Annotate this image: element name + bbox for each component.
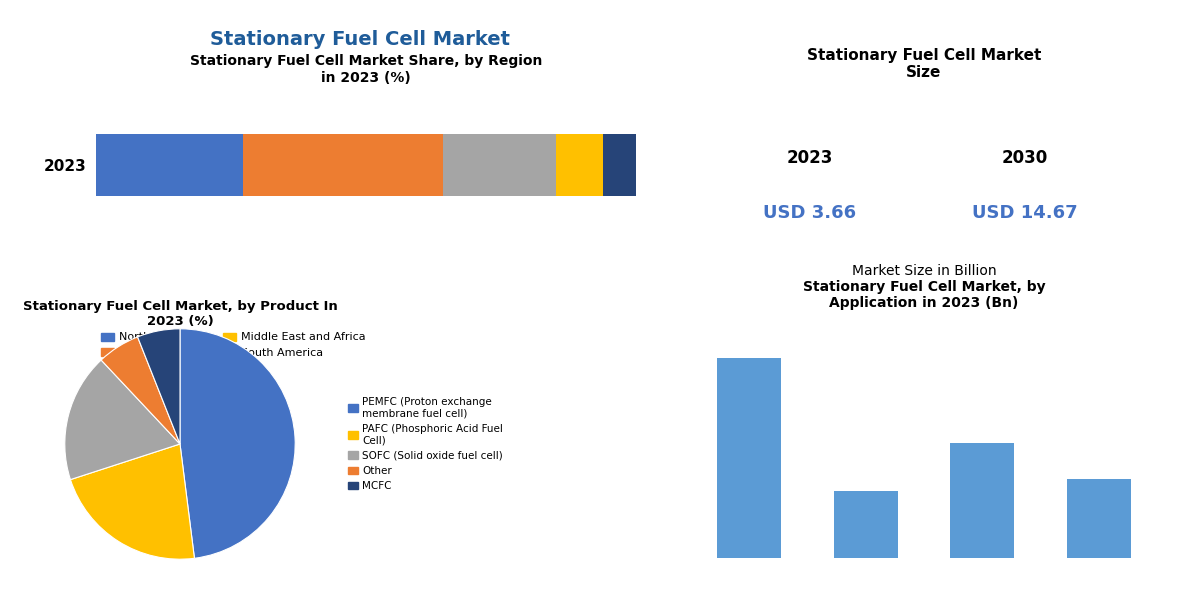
Bar: [96, 134, 242, 196]
Bar: [950, 443, 1014, 558]
Legend: North America, Asia-Pacific, Europe, Middle East and Africa, South America: North America, Asia-Pacific, Europe, Mid…: [96, 328, 371, 378]
Text: Stationary Fuel Cell Market: Stationary Fuel Cell Market: [210, 30, 510, 49]
Text: Stationary Fuel Cell Market
Size: Stationary Fuel Cell Market Size: [806, 48, 1042, 80]
Text: Stationary Fuel Cell Market, by Product In
2023 (%): Stationary Fuel Cell Market, by Product …: [23, 300, 337, 328]
Wedge shape: [65, 360, 180, 479]
Text: USD 14.67: USD 14.67: [972, 204, 1078, 222]
Bar: [443, 134, 556, 196]
Text: Market Size in Billion: Market Size in Billion: [852, 264, 996, 278]
Bar: [834, 491, 898, 558]
Text: 2030: 2030: [1001, 149, 1048, 167]
Text: USD 3.66: USD 3.66: [763, 204, 857, 222]
Bar: [242, 134, 443, 196]
Wedge shape: [71, 444, 194, 559]
Title: Stationary Fuel Cell Market Share, by Region
in 2023 (%): Stationary Fuel Cell Market Share, by Re…: [190, 55, 542, 85]
Bar: [716, 358, 781, 558]
Legend: PEMFC (Proton exchange
membrane fuel cell), PAFC (Phosphoric Acid Fuel
Cell), SO: PEMFC (Proton exchange membrane fuel cel…: [343, 393, 508, 495]
Title: Stationary Fuel Cell Market, by
Application in 2023 (Bn): Stationary Fuel Cell Market, by Applicat…: [803, 280, 1045, 310]
Wedge shape: [180, 329, 295, 558]
Wedge shape: [101, 337, 180, 444]
Wedge shape: [138, 329, 180, 444]
Text: 2023: 2023: [787, 149, 833, 167]
Bar: [1067, 479, 1132, 558]
Bar: [602, 134, 636, 196]
Bar: [556, 134, 602, 196]
